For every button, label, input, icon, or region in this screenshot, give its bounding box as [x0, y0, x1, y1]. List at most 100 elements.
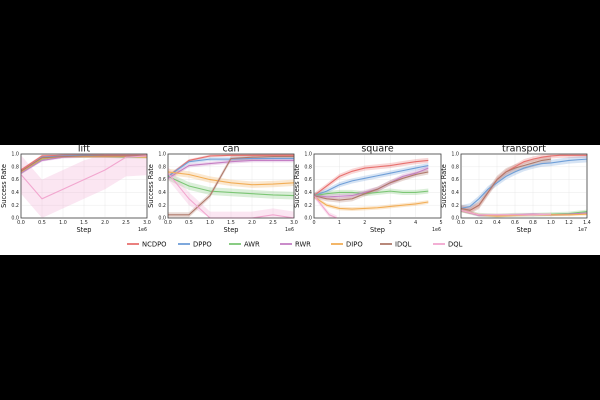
series-band-dppo — [461, 155, 587, 212]
y-tick-label: 1.0 — [11, 152, 19, 158]
x-tick-label: 0.6 — [511, 220, 519, 226]
plot-area-border — [20, 153, 148, 219]
y-tick-label: 0.8 — [304, 164, 312, 170]
plot-area-border — [313, 153, 442, 219]
x-tick-label: 1.2 — [565, 220, 573, 226]
chart-title: square — [361, 144, 394, 155]
x-axis-label: Step — [76, 226, 91, 234]
y-tick-label: 0.2 — [304, 203, 312, 209]
y-tick-label: 0.8 — [451, 164, 459, 170]
series-line-dppo — [460, 158, 588, 209]
series-line-ncdpo — [167, 154, 294, 177]
x-tick-label: 3 — [389, 220, 392, 226]
x-offset-label: 1e6 — [285, 227, 294, 233]
legend-label-dql: DQL — [448, 240, 463, 248]
chart-panel-can: 0.0 0.2 0.4 0.6 0.8 1.0 0.0 0.5 1.0 1.5 2.0 2.5 3.01… — [147, 144, 298, 235]
x-tick-label: 1 — [338, 220, 341, 226]
series-band-dql — [314, 193, 337, 218]
y-tick-label: 0.2 — [158, 203, 166, 209]
plot-area-frame — [460, 153, 588, 219]
x-tick-label: 1.0 — [206, 220, 214, 226]
x-tick-label: 0.8 — [529, 220, 537, 226]
x-tick-label: 1.0 — [59, 220, 67, 226]
y-tick-label: 0.8 — [11, 164, 19, 170]
series-line-dipo — [167, 171, 295, 186]
x-offset-label: 1e6 — [138, 227, 147, 233]
series-line-ncdpo — [313, 159, 429, 197]
x-tick-label: 2 — [363, 220, 366, 226]
x-tick-label: 1.5 — [80, 220, 88, 226]
legend-label-dppo: DPPO — [193, 240, 212, 248]
series-line-dppo — [313, 164, 429, 197]
x-tick-label: 2.5 — [122, 220, 130, 226]
x-axis-label: Step — [516, 226, 531, 234]
plot-area-border — [167, 153, 295, 219]
series-line-idql — [20, 155, 147, 172]
x-tick-label: 4 — [414, 220, 417, 226]
x-tick-label: 0 — [312, 220, 315, 226]
series-line-awr — [167, 175, 295, 197]
x-axis-label: Step — [223, 226, 238, 234]
series-band-awr — [168, 172, 294, 200]
y-tick-label: 1.0 — [158, 152, 166, 158]
series-band-dql — [21, 154, 147, 218]
x-tick-label: 3.0 — [290, 220, 298, 226]
x-offset-label: 1e7 — [578, 227, 587, 233]
series-band-ncdpo — [461, 154, 587, 213]
series-line-idql — [168, 156, 294, 216]
legend-label-dipo: DIPO — [346, 240, 363, 248]
y-tick-label: 0.6 — [451, 177, 459, 183]
y-tick-label: 0.2 — [451, 203, 459, 209]
legend-label-awr: AWR — [244, 240, 260, 248]
x-tick-label: 0.0 — [17, 220, 25, 226]
y-tick-label: 0.4 — [304, 190, 312, 196]
x-tick-label: 0.5 — [38, 220, 46, 226]
y-tick-label: 0.0 — [451, 216, 459, 222]
chart-title: lift — [78, 144, 90, 155]
series-line-dql — [313, 195, 338, 219]
series-band-dipo — [168, 168, 294, 188]
x-axis-label: Step — [370, 226, 385, 234]
y-tick-label: 0.0 — [11, 216, 19, 222]
y-tick-label: 0.6 — [304, 177, 312, 183]
legend: NCDPO DPPO AWR RWR DIPO IDQL DQL — [127, 240, 463, 248]
y-tick-label: 0.0 — [304, 216, 312, 222]
y-tick-label: 1.0 — [304, 152, 312, 158]
legend-label-idql: IDQL — [395, 240, 412, 248]
x-tick-label: 0.2 — [475, 220, 483, 226]
chart-panel-transport: 0.0 0.2 0.4 0.6 0.8 1.0 0.0 0.2 0.4 0.6 0.8 1.0 1.2 1… — [440, 144, 591, 235]
series-band-rwr — [168, 158, 294, 181]
series-line-dipo — [313, 196, 429, 210]
x-tick-label: 5 — [439, 220, 442, 226]
x-tick-label: 0.0 — [164, 220, 172, 226]
x-tick-label: 1.4 — [583, 220, 591, 226]
y-tick-label: 0.4 — [158, 190, 166, 196]
x-tick-label: 0.0 — [457, 220, 465, 226]
plot-area-border — [460, 153, 588, 219]
y-tick-label: 0.8 — [158, 164, 166, 170]
y-tick-label: 0.2 — [11, 203, 19, 209]
legend-label-rwr: RWR — [295, 240, 311, 248]
x-tick-label: 3.0 — [143, 220, 151, 226]
series-line-idql — [460, 158, 552, 211]
chart-title: can — [222, 144, 239, 155]
y-axis-label: Success Rate — [293, 164, 301, 208]
series-line-dql — [460, 209, 552, 216]
series-line-dql — [20, 155, 148, 200]
y-axis-label: Success Rate — [147, 164, 155, 208]
y-axis-label: Success Rate — [440, 164, 448, 208]
x-tick-label: 1.5 — [227, 220, 235, 226]
y-tick-label: 0.6 — [11, 177, 19, 183]
y-tick-label: 0.4 — [451, 190, 459, 196]
legend-label-ncdpo: NCDPO — [142, 240, 167, 248]
series-band-dipo — [314, 194, 429, 211]
x-tick-label: 2.0 — [101, 220, 109, 226]
x-tick-label: 0.4 — [493, 220, 501, 226]
series-line-awr — [313, 190, 429, 197]
series-line-rwr — [313, 167, 429, 198]
x-tick-label: 0.5 — [185, 220, 193, 226]
y-tick-label: 0.0 — [158, 216, 166, 222]
